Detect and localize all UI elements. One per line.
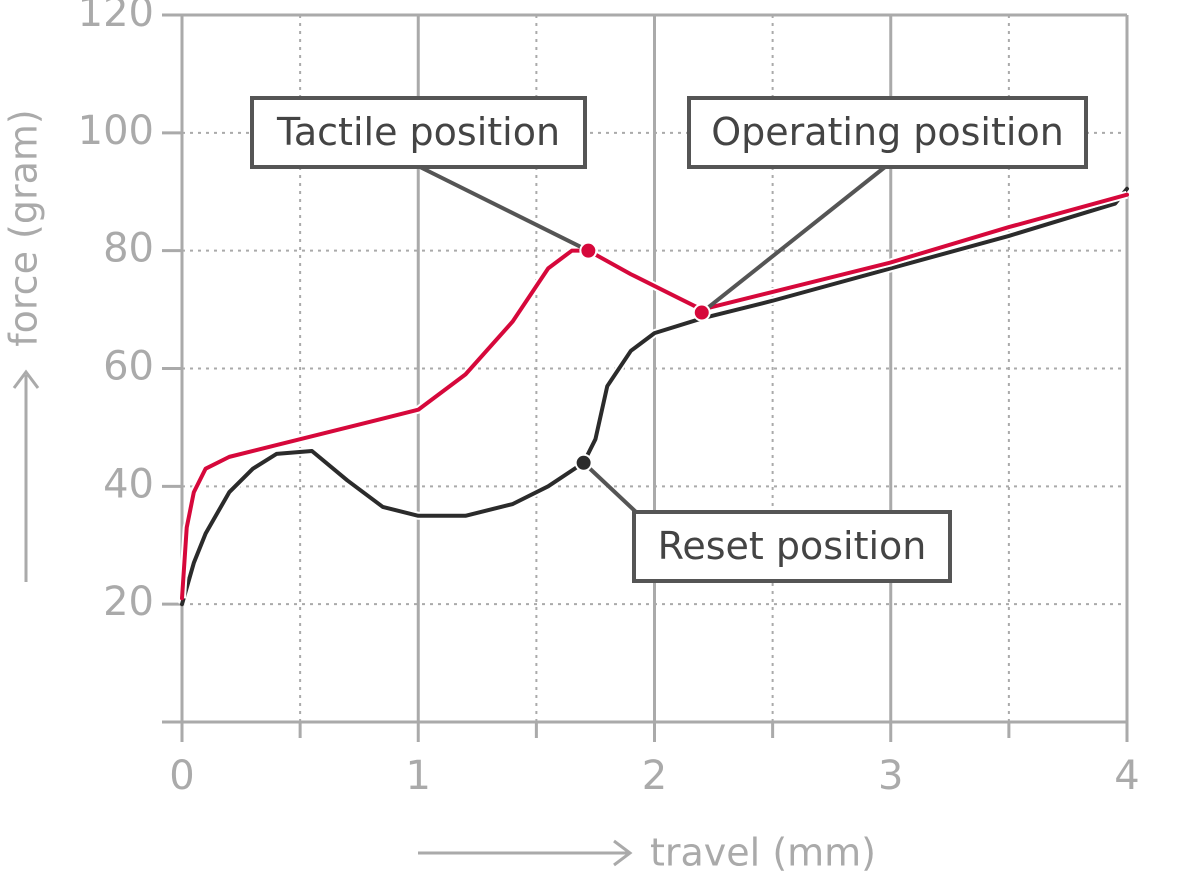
x-tick-label: 3 <box>878 753 903 799</box>
x-tick-label: 1 <box>406 753 431 799</box>
x-axis-label: travel (mm) <box>650 831 876 875</box>
y-tick-label: 60 <box>103 344 154 390</box>
annotation-text: Tactile position <box>276 110 560 154</box>
annotation-box <box>250 96 587 169</box>
x-tick-label: 2 <box>642 753 667 799</box>
annotation-point <box>574 453 593 472</box>
y-tick-label: 120 <box>78 0 154 36</box>
leader-line <box>700 165 887 315</box>
annotation-text: Reset position <box>658 524 927 568</box>
leader-line <box>582 461 638 514</box>
y-tick-label: 100 <box>78 108 154 154</box>
annotation-point <box>692 303 711 322</box>
y-axis-label: force (gram) <box>2 109 46 346</box>
line <box>180 186 1129 607</box>
y-arrow-head <box>12 369 40 389</box>
y-tick-label: 20 <box>103 579 154 625</box>
x-tick-label: 0 <box>169 753 194 799</box>
annotation-point <box>579 241 598 260</box>
annotation-box <box>687 96 1088 169</box>
annotation-text: Operating position <box>711 110 1064 154</box>
y-tick-label: 80 <box>103 226 154 272</box>
x-arrow-head <box>613 839 633 867</box>
leader-line <box>419 165 590 253</box>
annotation-box <box>632 510 952 583</box>
line <box>180 192 1129 601</box>
y-tick-label: 40 <box>103 461 154 507</box>
x-tick-label: 4 <box>1114 753 1139 799</box>
